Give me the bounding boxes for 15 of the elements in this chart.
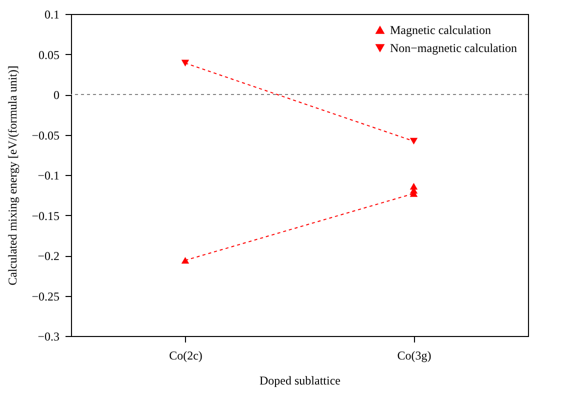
y-tick-label: −0.3 [38, 330, 60, 344]
y-axis-title: Calculated mixing energy [eV/(formula unit)] [6, 66, 20, 286]
legend-label: Non−magnetic calculation [390, 41, 518, 55]
y-tick-label: −0.15 [32, 208, 60, 223]
x-axis-title: Doped sublattice [260, 374, 340, 388]
y-tick-label: −0.25 [32, 289, 60, 304]
x-tick-label: Co(3g) [397, 348, 432, 362]
y-tick-label: 0 [54, 88, 60, 102]
legend-label: Magnetic calculation [390, 23, 491, 37]
y-tick-label: −0.05 [32, 128, 60, 142]
y-tick-label: 0.05 [38, 48, 60, 62]
y-tick-label: −0.1 [38, 168, 60, 182]
y-tick-label: 0.1 [44, 8, 60, 22]
y-tick-label: −0.2 [38, 249, 60, 263]
x-tick-label: Co(2c) [169, 348, 202, 362]
